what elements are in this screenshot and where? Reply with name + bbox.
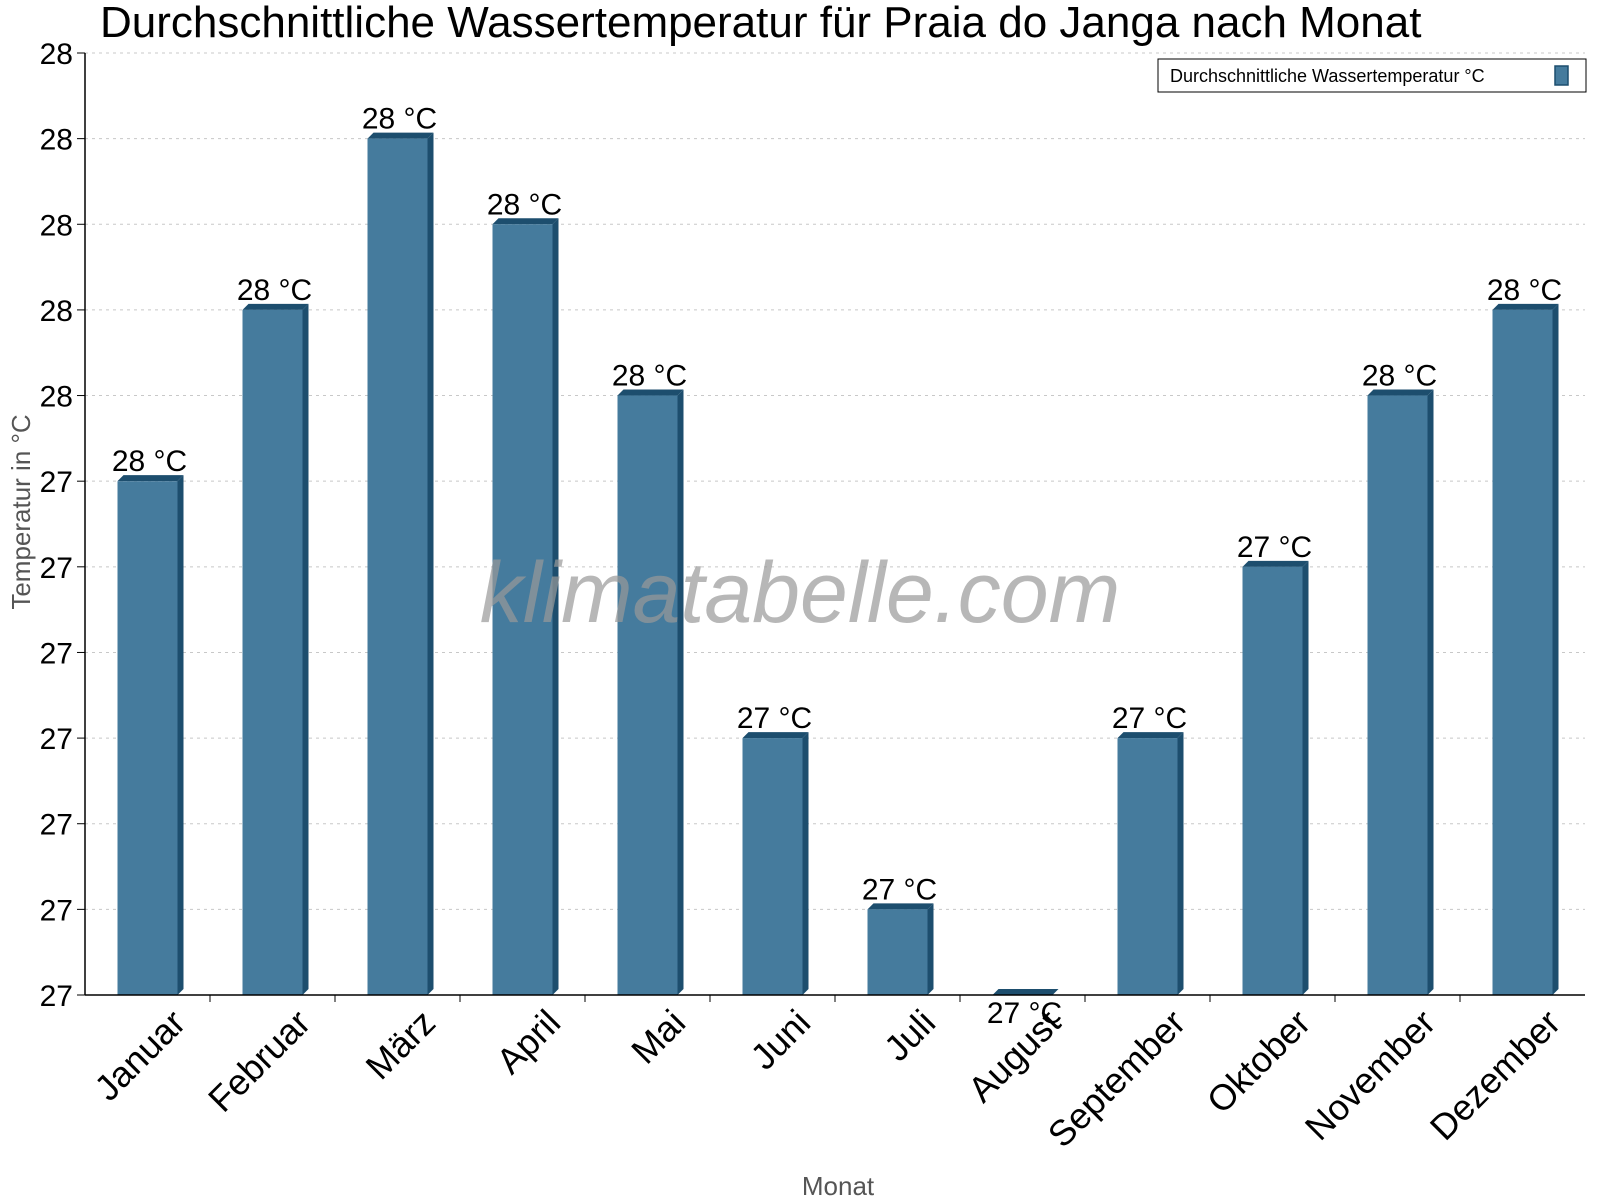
y-axis-label: Temperatur in °C [6,414,36,609]
x-tick-label: Januar [86,1002,193,1109]
bar-top [617,389,684,396]
bar-top [492,218,559,225]
x-tick-label: Juli [876,1002,943,1069]
x-tick-label: Juni [742,1002,818,1078]
y-tick-label: 28 [40,381,73,414]
bar-side [427,132,434,996]
bar [1492,309,1553,996]
watermark: klimatabelle.com [480,545,1120,641]
x-axis-ticks: Januar Februar März April Mai Juni Juli AugustS… [86,995,1568,1155]
x-tick-label: Dezember [1422,1002,1568,1148]
y-tick-label: 27 [40,552,73,585]
bar-side [1552,303,1559,996]
data-label: 27 °C [737,702,812,735]
data-label: 28 °C [237,274,312,307]
bar [1117,738,1178,995]
data-label: 28 °C [112,445,187,478]
bar-top [1242,560,1309,567]
bar-side [677,389,684,996]
data-label: 28 °C [362,103,437,136]
x-tick-label: September [1040,1002,1194,1156]
bar [1242,566,1303,995]
legend-entry-label: Durchschnittliche Wassertemperatur °C [1170,66,1485,86]
bar [617,395,678,996]
bar [742,738,803,995]
y-tick-label: 28 [40,124,73,157]
y-tick-label: 27 [40,723,73,756]
data-label: 27 °C [862,873,937,906]
legend-swatch [1554,65,1569,86]
x-tick-label: März [358,1002,444,1088]
data-labels: 28 °C 28 °C 28 °C 28 °C 28 °C 27 °C 27 °C 27 °C… [112,103,1562,1030]
data-label: 28 °C [487,188,562,221]
data-label: 27 °C [1112,702,1187,735]
x-tick-label: Oktober [1199,1002,1319,1122]
bar-side [1177,732,1184,995]
grid-lines [85,52,1585,910]
data-label: 28 °C [612,360,687,393]
bar-side [1427,389,1434,996]
data-label: 28 °C [1487,274,1562,307]
y-tick-label: 27 [40,980,73,1013]
bar [242,309,303,996]
bar-side [302,303,309,996]
bar-side [552,218,559,996]
chart-title: Durchschnittliche Wassertemperatur für P… [100,0,1421,47]
bar [867,909,928,995]
bar-top [867,903,934,910]
bar-side [177,475,184,995]
bar-top [367,132,434,139]
bar-side [802,732,809,995]
x-tick-label: November [1297,1002,1443,1148]
x-axis-label: Monat [802,1171,875,1200]
y-tick-label: 28 [40,209,73,242]
bar-top [1492,303,1559,310]
x-tick-label: Februar [200,1002,318,1120]
x-tick-label: Mai [623,1002,693,1072]
bar-top [242,303,309,310]
data-label: 27 °C [1237,531,1312,564]
x-tick-label: April [488,1002,568,1082]
bar-side [1302,560,1309,995]
bar-top [1367,389,1434,396]
legend: Durchschnittliche Wassertemperatur °C [1157,58,1587,93]
bar [492,224,553,996]
bar [1367,395,1428,996]
bar-top [992,989,1059,995]
y-axis-ticks: 27 27 27 27 27 27 27 28 28 28 28 28 [40,38,85,1013]
bar [117,481,178,995]
bar-top [1117,732,1184,739]
axes [84,53,1585,996]
bar-side [927,903,934,995]
y-tick-label: 28 [40,295,73,328]
bar [367,138,428,996]
bar-top [117,475,184,482]
data-label: 28 °C [1362,360,1437,393]
y-tick-label: 28 [40,38,73,71]
bar-top [742,732,809,739]
bars [117,132,1559,996]
y-tick-label: 27 [40,637,73,670]
legend-box [1157,58,1587,93]
y-tick-label: 27 [40,809,73,842]
y-tick-label: 27 [40,466,73,499]
y-tick-label: 27 [40,894,73,927]
data-label: 27 °C [987,997,1062,1030]
